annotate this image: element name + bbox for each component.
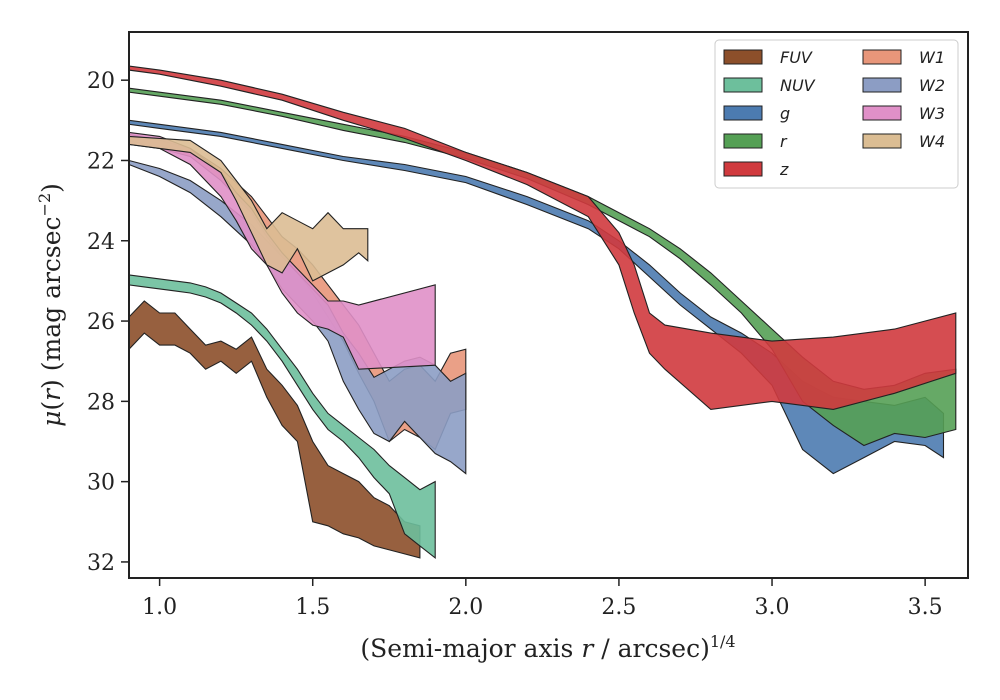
x-tick-label: 2.0 [448, 595, 483, 620]
series-band-fuv [128, 300, 421, 559]
legend-frame [714, 39, 959, 189]
series-band-z [128, 65, 957, 410]
series-band-nuv [128, 274, 436, 560]
legend-swatch-r [723, 133, 763, 149]
y-tick-label: 30 [87, 471, 115, 496]
x-tick-label: 3.5 [908, 595, 943, 620]
legend-label-w1: W1 [919, 48, 945, 67]
series-band-w4 [128, 135, 369, 282]
legend-label-w2: W2 [919, 76, 945, 95]
y-tick-label: 22 [87, 149, 115, 174]
legend-label-fuv: FUV [780, 48, 813, 67]
y-tick-label: 28 [87, 390, 115, 415]
x-axis-title: (Semi-major axis r / arcsec)1/4 [360, 632, 735, 663]
x-tick-label: 2.5 [601, 595, 636, 620]
y-axis-title: μ(r) (mag arcsec−2) [35, 183, 66, 427]
legend: FUV NUV grz W1 W2 W3 W4 [714, 39, 959, 189]
legend-label-nuv: NUV [780, 76, 816, 95]
legend-label-z: z [779, 160, 789, 179]
y-tick-label: 20 [87, 69, 115, 94]
legend-swatch-w1 [862, 49, 902, 65]
legend-swatch-g [723, 105, 763, 121]
plot-frame [128, 31, 969, 579]
legend-swatch-fuv [723, 49, 763, 65]
x-tick-label: 1.0 [142, 595, 177, 620]
y-tick-label: 32 [87, 551, 115, 576]
legend-label-w4: W4 [919, 132, 945, 151]
legend-swatch-nuv [723, 77, 763, 93]
legend-label-r: r [780, 132, 788, 151]
x-tick-label: 3.0 [755, 595, 790, 620]
x-tick-label: 1.5 [295, 595, 330, 620]
y-tick-label: 26 [87, 310, 115, 335]
legend-swatch-z [723, 161, 763, 177]
legend-swatch-w4 [862, 133, 902, 149]
series-layer [128, 65, 957, 560]
y-tick-label: 24 [87, 230, 115, 255]
legend-swatch-w3 [862, 105, 902, 121]
axes-layer: 1.0 1.5 2.0 2.5 3.0 3.5 20 22 24 26 28 30 32 [87, 69, 943, 620]
legend-label-g: g [780, 104, 790, 123]
legend-label-w3: W3 [919, 104, 945, 123]
legend-swatch-w2 [862, 77, 902, 93]
